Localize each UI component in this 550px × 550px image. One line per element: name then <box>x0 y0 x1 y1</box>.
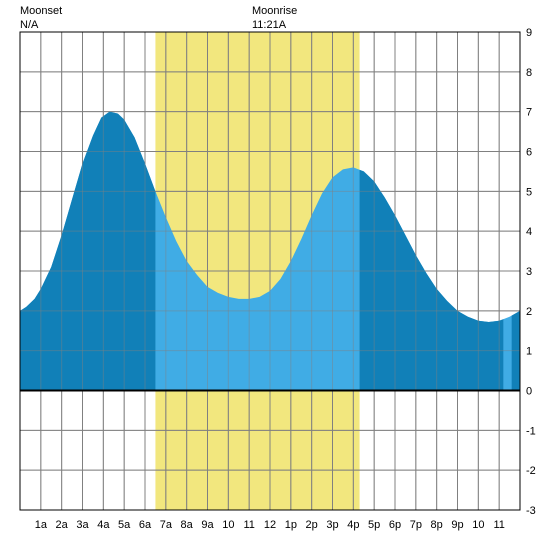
y-tick-label: 6 <box>526 147 532 159</box>
x-tick-label: 11 <box>243 519 254 531</box>
x-tick-label: 7a <box>160 519 173 531</box>
y-tick-label: 9 <box>526 27 532 39</box>
x-tick-label: 3p <box>326 519 338 531</box>
x-tick-label: 5p <box>368 519 380 531</box>
y-tick-label: 8 <box>526 67 532 79</box>
x-tick-label: 10 <box>222 519 234 531</box>
y-tick-label: 4 <box>526 226 532 238</box>
x-tick-label: 7p <box>410 519 422 531</box>
x-tick-label: 4p <box>347 519 359 531</box>
y-tick-label: 2 <box>526 306 532 318</box>
y-tick-label: -1 <box>526 425 536 437</box>
x-tick-label: 8a <box>181 519 194 531</box>
x-tick-label: 8p <box>431 519 443 531</box>
y-tick-label: -3 <box>526 505 536 517</box>
x-tick-label: 10 <box>472 519 484 531</box>
moonset-label: Moonset N/A <box>20 4 62 33</box>
y-tick-label: -2 <box>526 465 536 477</box>
y-tick-label: 1 <box>526 346 532 358</box>
y-tick-label: 7 <box>526 107 532 119</box>
x-tick-label: 2p <box>306 519 318 531</box>
x-tick-label: 2a <box>56 519 69 531</box>
chart-canvas: -3-2-101234567891a2a3a4a5a6a7a8a9a101112… <box>0 0 550 550</box>
y-tick-label: 0 <box>526 386 532 398</box>
x-tick-label: 11 <box>493 519 504 531</box>
x-tick-label: 4a <box>97 519 110 531</box>
x-tick-label: 6p <box>389 519 401 531</box>
x-tick-label: 6a <box>139 519 152 531</box>
x-tick-label: 9p <box>451 519 463 531</box>
x-tick-label: 9a <box>201 519 214 531</box>
x-tick-label: 5a <box>118 519 131 531</box>
tide-chart: Moonset N/A Moonrise 11:21A -3-2-1012345… <box>0 0 550 550</box>
y-tick-label: 3 <box>526 266 532 278</box>
x-tick-label: 1p <box>285 519 297 531</box>
x-tick-label: 1a <box>35 519 48 531</box>
moonrise-label: Moonrise 11:21A <box>252 4 297 33</box>
x-tick-label: 3a <box>76 519 89 531</box>
y-tick-label: 5 <box>526 186 532 198</box>
x-tick-label: 12 <box>264 519 276 531</box>
